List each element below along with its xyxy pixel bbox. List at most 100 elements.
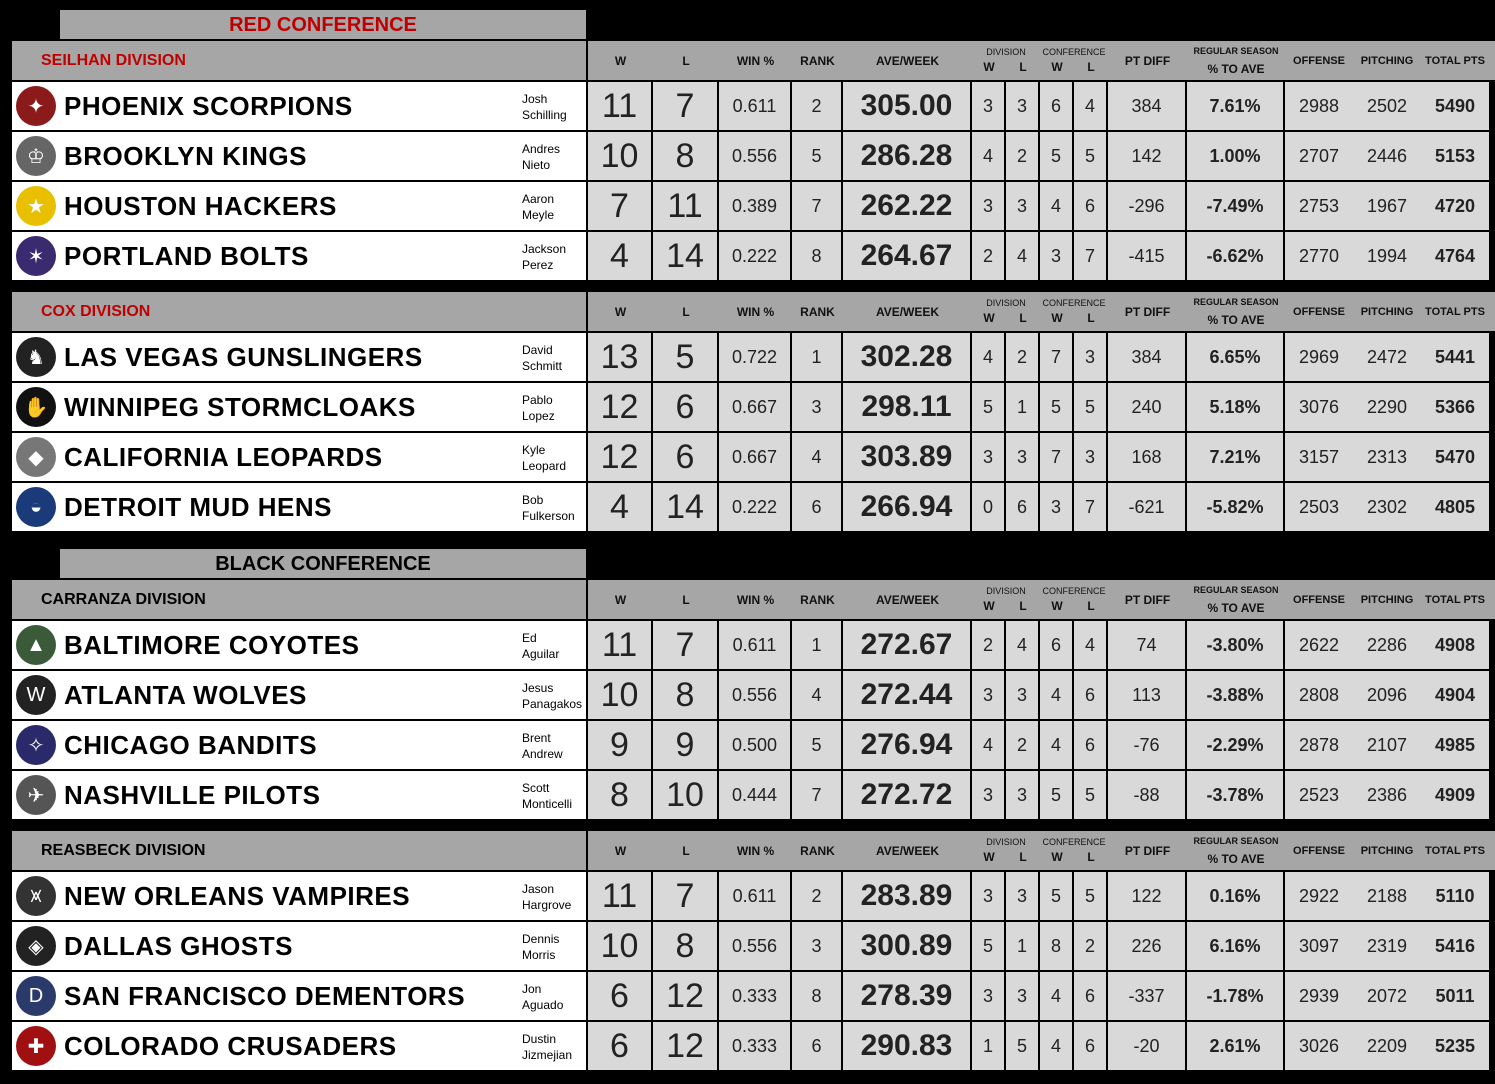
team-name[interactable]: LAS VEGAS GUNSLINGERS — [64, 341, 423, 372]
pitching: 2502 — [1366, 95, 1408, 116]
team-name[interactable]: DALLAS GHOSTS — [64, 930, 293, 961]
team-row[interactable]: ✧ CHICAGO BANDITS Brent Andrew 9 9 0.500 5 276.… — [12, 721, 1495, 769]
header-rank: RANK — [792, 580, 843, 619]
conference-group-header: CONFERENCE W L — [1040, 580, 1108, 619]
division-table: CARRANZA DIVISION W L WIN % RANK AVE/WEEK DIVI… — [12, 580, 1495, 819]
losses: 7 — [653, 82, 717, 130]
offense: 2922 — [1298, 885, 1340, 906]
team-row[interactable]: ✦ PHOENIX SCORPIONS Josh Schilling 11 7 0.611… — [12, 82, 1495, 130]
points-cell: 2808 2096 4904 — [1285, 671, 1489, 719]
team-row[interactable]: ✶ PORTLAND BOLTS Jackson Perez 4 14 0.222 8 264… — [12, 232, 1495, 280]
header-offense: OFFENSE — [1285, 41, 1353, 80]
team-name[interactable]: DETROIT MUD HENS — [64, 491, 332, 522]
conference-w: W — [1051, 311, 1063, 325]
team-row[interactable]: ♔ BROOKLYN KINGS Andres Nieto 10 8 0.556 5 286.… — [12, 132, 1495, 180]
division-wins: 5 — [972, 922, 1004, 970]
division-l: L — [1019, 311, 1027, 325]
pitching: 2209 — [1366, 1035, 1408, 1056]
team-name[interactable]: ATLANTA WOLVES — [64, 679, 307, 710]
team-row[interactable]: ◈ DALLAS GHOSTS Dennis Morris 10 8 0.556 3 300.… — [12, 922, 1495, 970]
pct-to-ave: 7.61% — [1187, 82, 1283, 130]
points-cell: 2770 1994 4764 — [1285, 232, 1489, 280]
header-total-pts-label: TOTAL PTS — [1425, 593, 1485, 606]
division-header: REASBECK DIVISION W L WIN % RANK AVE/WEEK DIVI… — [12, 831, 1495, 870]
offense: 3157 — [1298, 446, 1340, 467]
header-pt-diff: PT DIFF — [1108, 580, 1187, 619]
header-l-label: L — [682, 53, 690, 68]
team-row[interactable]: ♞ LAS VEGAS GUNSLINGERS David Schmitt 13 5 0.… — [12, 333, 1495, 381]
team-name[interactable]: SAN FRANCISCO DEMENTORS — [64, 980, 466, 1011]
total-pts: 5110 — [1435, 885, 1475, 906]
team-row[interactable]: ▲ BALTIMORE COYOTES Ed Aguilar 11 7 0.611 1 272… — [12, 621, 1495, 669]
pilot-logo-icon: ✈ — [16, 775, 56, 815]
total-pts: 4985 — [1434, 734, 1476, 755]
losses: 11 — [653, 182, 717, 230]
header-total-pts-label: TOTAL PTS — [1425, 844, 1485, 857]
division-wins: 4 — [972, 721, 1004, 769]
team-name[interactable]: WINNIPEG STORMCLOAKS — [64, 391, 416, 422]
header-ave-week: AVE/WEEK — [843, 580, 972, 619]
team-name[interactable]: COLORADO CRUSADERS — [64, 1030, 397, 1061]
team-name[interactable]: PORTLAND BOLTS — [64, 240, 309, 271]
team-row[interactable]: ⩙ NEW ORLEANS VAMPIRES Jason Hargrove 11 7 0.… — [12, 872, 1495, 920]
team-cell: ♞ LAS VEGAS GUNSLINGERS David Schmitt — [12, 333, 586, 381]
team-name[interactable]: BROOKLYN KINGS — [64, 140, 307, 171]
wins: 4 — [588, 232, 651, 280]
team-name[interactable]: HOUSTON HACKERS — [64, 190, 337, 221]
win-pct: 0.722 — [719, 333, 790, 381]
ave-week: 303.89 — [843, 433, 970, 481]
offense: 2969 — [1298, 346, 1340, 367]
ave-week: 283.89 — [843, 872, 970, 920]
division-losses: 4 — [1006, 232, 1038, 280]
conference-wins: 5 — [1040, 383, 1072, 431]
points-cell: 2939 2072 5011 — [1285, 972, 1489, 1020]
conference-losses: 3 — [1074, 433, 1106, 481]
team-row[interactable]: ✈ NASHVILLE PILOTS Scott Monticelli 8 10 0.44… — [12, 771, 1495, 819]
column-headers: W L WIN % RANK AVE/WEEK DIVISION W L CONFERENCE W… — [588, 292, 1495, 331]
header-offense-label: OFFENSE — [1293, 54, 1345, 67]
pct-to-ave: -5.82% — [1187, 483, 1283, 531]
team-row[interactable]: ◆ CALIFORNIA LEOPARDS Kyle Leopard 12 6 0.667… — [12, 433, 1495, 481]
wins: 6 — [588, 972, 651, 1020]
star-bolt-logo-icon: ✶ — [16, 236, 56, 276]
pt-diff: -88 — [1108, 771, 1185, 819]
header-pt-diff-label: PT DIFF — [1124, 843, 1171, 858]
header-rank: RANK — [792, 41, 843, 80]
conference-l: L — [1087, 850, 1095, 864]
header-w-label: W — [614, 592, 627, 607]
wins: 11 — [588, 82, 651, 130]
rank: 5 — [792, 132, 841, 180]
team-row[interactable]: D SAN FRANCISCO DEMENTORS Jon Aguado 6 12 0.3… — [12, 972, 1495, 1020]
manager-name: Jesus Panagakos — [522, 681, 583, 711]
team-name[interactable]: NEW ORLEANS VAMPIRES — [64, 880, 411, 911]
header-offense-label: OFFENSE — [1293, 844, 1345, 857]
division-wins: 5 — [972, 383, 1004, 431]
header-w: W — [588, 831, 653, 870]
team-name[interactable]: NASHVILLE PILOTS — [64, 779, 321, 810]
division-losses: 3 — [1006, 972, 1038, 1020]
offense: 3026 — [1298, 1035, 1340, 1056]
team-name[interactable]: CHICAGO BANDITS — [64, 729, 318, 760]
team-row[interactable]: ✋ WINNIPEG STORMCLOAKS Pablo Lopez 12 6 0.667… — [12, 383, 1495, 431]
team-row[interactable]: ◒ DETROIT MUD HENS Bob Fulkerson 4 14 0.222 6 2… — [12, 483, 1495, 531]
team-name[interactable]: BALTIMORE COYOTES — [64, 629, 360, 660]
team-row[interactable]: ★ HOUSTON HACKERS Aaron Meyle 7 11 0.389 7 262.… — [12, 182, 1495, 230]
wins: 11 — [588, 872, 651, 920]
team-cell: ♔ BROOKLYN KINGS Andres Nieto — [12, 132, 586, 180]
team-row[interactable]: W ATLANTA WOLVES Jesus Panagakos 10 8 0.556 4 2… — [12, 671, 1495, 719]
header-w: W — [588, 580, 653, 619]
ave-week: 272.67 — [843, 621, 970, 669]
team-row[interactable]: ✚ COLORADO CRUSADERS Dustin Jizmejian 6 12 0.… — [12, 1022, 1495, 1070]
win-pct: 0.500 — [719, 721, 790, 769]
team-name[interactable]: PHOENIX SCORPIONS — [64, 90, 353, 121]
conference-losses: 6 — [1074, 182, 1106, 230]
offense: 2523 — [1298, 784, 1340, 805]
team-name[interactable]: CALIFORNIA LEOPARDS — [64, 441, 383, 472]
wins: 10 — [588, 922, 651, 970]
division-wins: 2 — [972, 621, 1004, 669]
division-losses: 5 — [1006, 1022, 1038, 1070]
manager-name: Bob Fulkerson — [522, 493, 575, 523]
header-offense: OFFENSE — [1285, 831, 1353, 870]
